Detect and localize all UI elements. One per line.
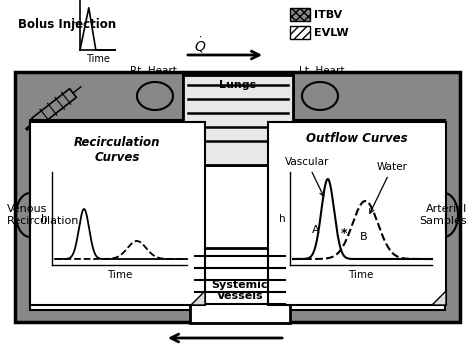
Bar [290, 8, 310, 21]
Text: Arterial
Samples: Arterial Samples [419, 204, 467, 226]
Text: Rt. Heart: Rt. Heart [129, 66, 176, 76]
Ellipse shape [137, 82, 173, 110]
Text: Lt. Heart: Lt. Heart [299, 66, 345, 76]
Bar [183, 75, 293, 165]
Polygon shape [191, 291, 205, 305]
Text: Outflow Curves: Outflow Curves [306, 132, 408, 145]
Bar [183, 75, 293, 165]
Text: Systemic
Vessels: Systemic Vessels [212, 280, 268, 301]
Bar [290, 26, 310, 39]
Text: Time: Time [86, 54, 109, 64]
Text: A: A [312, 225, 319, 235]
Bar [190, 248, 290, 323]
Text: *: * [341, 226, 347, 239]
Text: h: h [71, 20, 77, 30]
Bar [30, 120, 445, 310]
Text: Lungs: Lungs [219, 80, 256, 90]
Text: Time: Time [348, 270, 374, 280]
Polygon shape [432, 291, 446, 305]
Text: ITBV: ITBV [314, 10, 342, 20]
Text: Venous
Recirculation.: Venous Recirculation. [7, 204, 83, 226]
Text: $\dot{Q}$: $\dot{Q}$ [194, 35, 206, 55]
Text: Recirculation
Curves: Recirculation Curves [74, 136, 161, 164]
Text: h: h [279, 214, 286, 224]
Text: B: B [360, 232, 368, 242]
Text: Time: Time [107, 270, 132, 280]
Bar [268, 122, 446, 305]
Text: Water: Water [370, 162, 408, 213]
Text: Vascular: Vascular [285, 157, 329, 196]
Bar [30, 122, 205, 305]
Text: h: h [41, 214, 48, 224]
Text: EVLW: EVLW [314, 28, 348, 37]
Ellipse shape [302, 82, 338, 110]
Bar [15, 72, 460, 322]
Text: Bolus Injection: Bolus Injection [18, 18, 116, 31]
